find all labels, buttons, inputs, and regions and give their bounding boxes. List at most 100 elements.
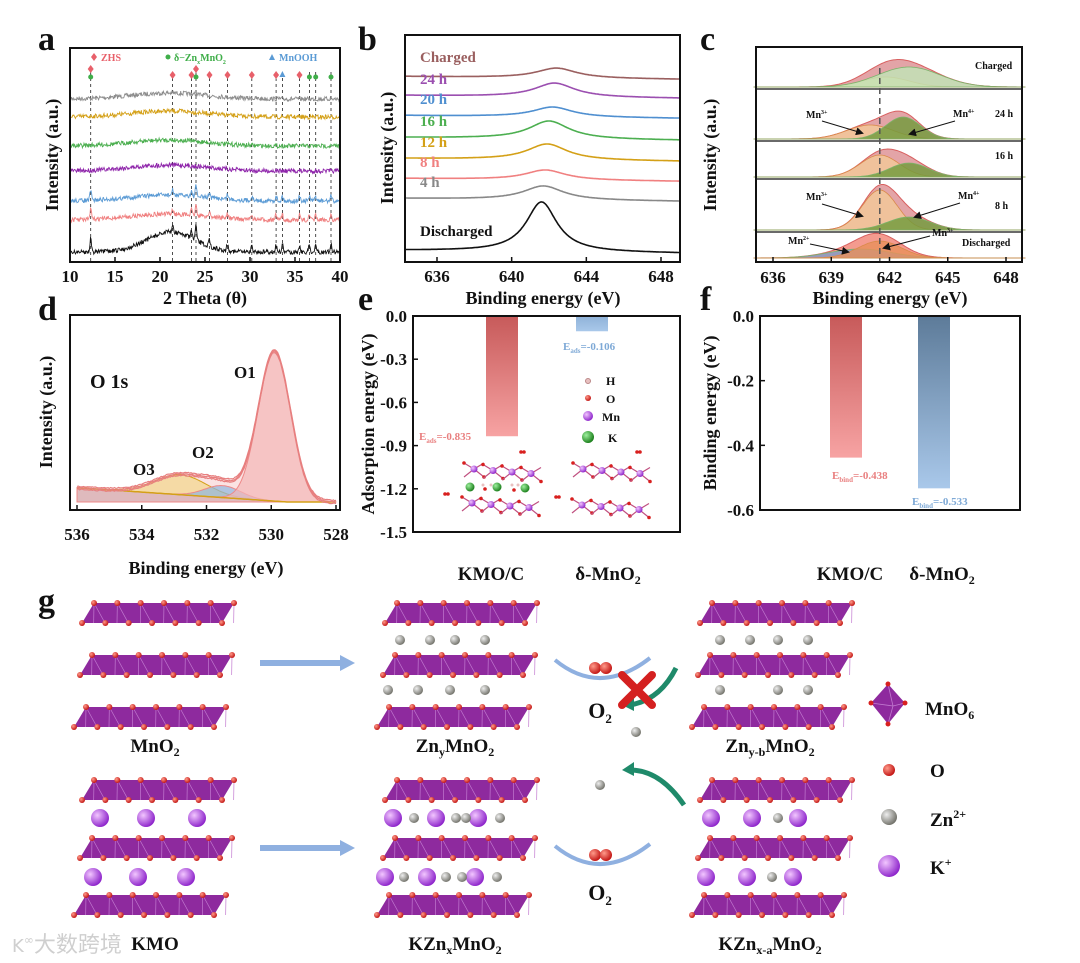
oxygen-atom xyxy=(403,672,410,678)
mn-atom xyxy=(578,501,586,509)
o-atom xyxy=(647,515,651,520)
mn2-label: Mn2+ xyxy=(788,236,810,247)
plot-frame-f xyxy=(759,315,1021,511)
oxygen-atom xyxy=(170,855,177,861)
panel-e: e Eads=-0.835 Eads=-0.106 H O Mn K 0.0 -0… xyxy=(358,281,681,587)
oxygen-atom xyxy=(123,855,130,861)
mno6-layer xyxy=(377,895,529,915)
o-atom xyxy=(498,498,502,502)
binding-bars xyxy=(830,316,950,489)
potassium-ion xyxy=(177,868,195,886)
oxygen-atom xyxy=(718,855,725,861)
oxygen-atom xyxy=(172,620,179,626)
oxygen-atom xyxy=(689,912,695,918)
oxygen-atom xyxy=(106,704,113,710)
series-labels-b: Charged 24 h 20 h 16 h 12 h 8 h 4 h Discharged xyxy=(420,50,493,240)
oxygen-atom xyxy=(211,912,217,918)
row-labels-c: Charged 24 h 16 h 8 h Discharged xyxy=(962,61,1014,249)
x-axis-label-a: 2 Theta (θ) xyxy=(163,288,247,309)
mn-atom-icon xyxy=(583,411,593,421)
species-annotations-c: Mn3+ Mn4+ Mn3+ Mn4+ Mn2+ Mn3+ xyxy=(788,109,980,255)
oxygen-atom xyxy=(753,652,760,658)
oxygen-atom xyxy=(187,724,194,730)
x-tick-label: 640 xyxy=(499,267,525,286)
mn4-label-8h: Mn4+ xyxy=(958,191,980,202)
octahedron-edges xyxy=(396,602,538,624)
zinc-ion xyxy=(480,635,490,645)
oxygen-atom xyxy=(508,652,515,658)
oxygen-atom xyxy=(91,777,97,783)
oxygen-atom xyxy=(147,672,153,678)
oxygen-atom xyxy=(730,652,737,658)
zinc-ion xyxy=(480,685,490,695)
panel-label-b: b xyxy=(358,21,377,58)
zhs-marker xyxy=(206,71,213,79)
zinc-ion xyxy=(715,685,725,695)
mno6-layer xyxy=(385,603,537,623)
row-label-charged: Charged xyxy=(975,61,1013,72)
category-kmo-c-f: KMO/C xyxy=(817,564,884,585)
delta-marker xyxy=(313,74,319,80)
mno6-layer xyxy=(74,707,226,727)
o-atom xyxy=(590,462,594,467)
legend-k: K xyxy=(608,431,618,445)
o-atom xyxy=(460,495,464,499)
oxygen-atom xyxy=(777,835,783,841)
oxygen-atom xyxy=(100,855,107,861)
o-atom xyxy=(483,487,487,491)
potassium-ion xyxy=(466,868,484,886)
oxygen-atom xyxy=(187,912,194,918)
row-label-discharged: Discharged xyxy=(962,238,1011,249)
oxygen-atom xyxy=(386,704,392,710)
oxygen-atom xyxy=(514,912,520,918)
oxygen-atom xyxy=(432,892,439,898)
oxygen-atom xyxy=(102,620,109,626)
zhs-marker xyxy=(193,65,199,73)
oxygen-atom xyxy=(153,704,159,710)
atomic-structures xyxy=(443,450,652,520)
x-tick-label: 645 xyxy=(935,268,961,287)
oxygen-atom xyxy=(71,912,77,918)
series-label: 12 h xyxy=(420,135,448,151)
xrd-trace xyxy=(69,204,340,224)
adsorption-bars xyxy=(486,316,608,437)
curved-arrow xyxy=(553,842,652,866)
bar-delta-mno2 xyxy=(918,316,950,489)
ebind-annotation-kmo: Ebind=-0.438 xyxy=(832,470,888,484)
oxygen-atom xyxy=(514,724,520,730)
oxygen-atom xyxy=(462,652,468,658)
oxygen-atom xyxy=(161,600,167,606)
zinc-ion xyxy=(451,813,461,823)
y-ticks-e: 0.0 -0.3 -0.6 -0.9 -1.2 -1.5 xyxy=(380,307,418,542)
oxygen-atom xyxy=(510,777,517,783)
o-atom xyxy=(539,479,543,484)
oxygen-atom xyxy=(779,777,785,783)
y-axis-label-a: Intensity (a.u.) xyxy=(42,99,63,212)
oxygen-atom xyxy=(114,600,121,606)
mn-atom xyxy=(468,499,476,507)
oxygen-atom xyxy=(123,672,130,678)
row-label-8h: 8 h xyxy=(995,201,1009,212)
xps-trace xyxy=(405,201,680,254)
mn3-label-discharged: Mn3+ xyxy=(932,228,954,239)
oxygen-atom xyxy=(170,672,177,678)
zhs-marker xyxy=(248,71,255,79)
oxygen-atom xyxy=(813,797,820,803)
layered-structures xyxy=(71,600,855,918)
oxygen-atom xyxy=(195,620,202,626)
oxygen-atom xyxy=(405,620,412,626)
oxygen-atom xyxy=(811,672,818,678)
o-atom xyxy=(571,461,575,465)
o-atom xyxy=(481,462,485,467)
oxygen-atom xyxy=(771,892,777,898)
o2-molecule-atom xyxy=(519,450,523,454)
x-tick-label: 10 xyxy=(62,267,79,286)
oxygen-atom xyxy=(759,912,765,918)
oxygen-atom xyxy=(498,797,505,803)
oxygen-atom xyxy=(805,912,812,918)
oxygen-atom xyxy=(479,892,486,898)
component-Mn4plus xyxy=(753,216,1026,231)
xrd-trace xyxy=(69,107,340,121)
series-label: 24 h xyxy=(420,72,448,88)
x-tick-label: 20 xyxy=(152,267,169,286)
